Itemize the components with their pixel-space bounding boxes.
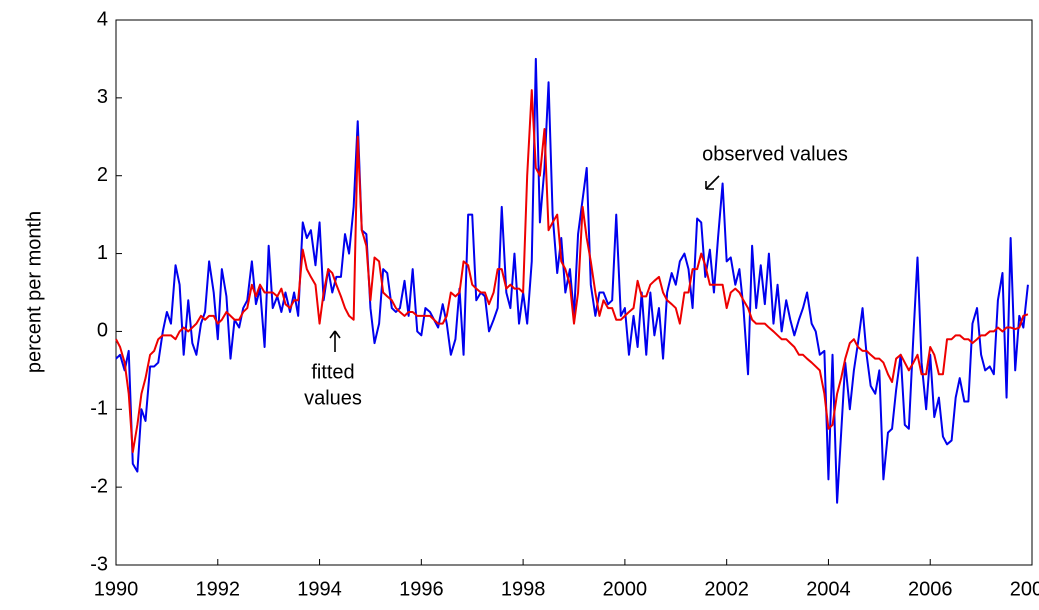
x-tick-label: 1994	[297, 578, 342, 600]
y-tick-label: 3	[97, 86, 108, 108]
x-tick-label: 2008	[1010, 578, 1039, 600]
y-tick-label: 2	[97, 164, 108, 186]
x-tick-label: 2006	[908, 578, 953, 600]
series-line	[115, 89, 1029, 454]
x-tick-label: 1992	[196, 578, 241, 600]
y-tick-label: -2	[90, 475, 108, 497]
annotation: fitted	[311, 361, 354, 383]
y-axis-title: percent per month	[23, 211, 45, 373]
x-tick-label: 1998	[501, 578, 546, 600]
annotation: values	[304, 387, 362, 409]
x-tick-label: 1996	[399, 578, 444, 600]
plot-frame	[115, 19, 1033, 566]
y-tick-label: 4	[97, 8, 108, 30]
x-tick-label: 2000	[603, 578, 648, 600]
y-tick-label: 0	[97, 320, 108, 342]
y-tick-label: -3	[90, 553, 108, 575]
annotation: observed values	[702, 143, 848, 165]
x-tick-label: 2002	[704, 578, 749, 600]
x-tick-label: 1990	[94, 578, 139, 600]
y-tick-label: 1	[97, 242, 108, 264]
annotation-arrow	[329, 330, 341, 352]
annotation-arrow	[705, 175, 720, 190]
series-line	[115, 57, 1029, 504]
x-tick-label: 2004	[806, 578, 851, 600]
y-tick-label: -1	[90, 398, 108, 420]
